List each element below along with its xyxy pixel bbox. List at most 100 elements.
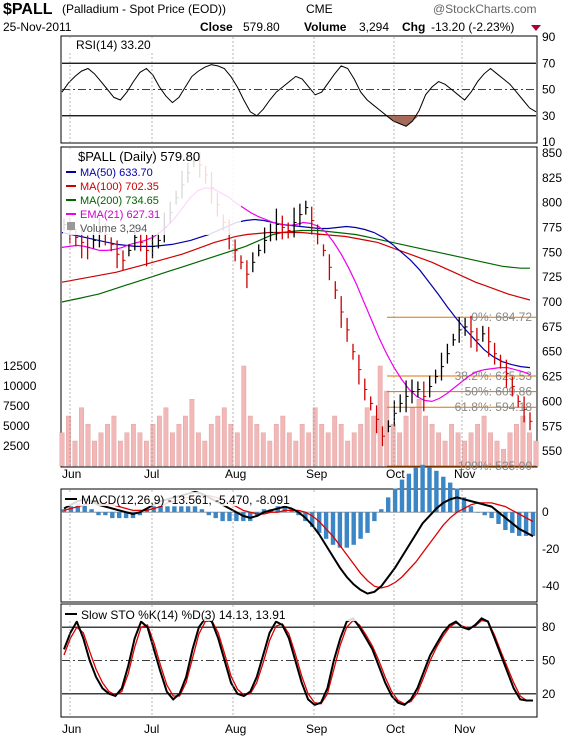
price-tick-label: 850 — [542, 146, 562, 160]
macd-hist-bar — [434, 470, 439, 513]
volume-bar — [332, 415, 338, 467]
month-label: Nov — [454, 722, 475, 736]
volume-bar — [403, 415, 409, 467]
sto-panel — [60, 603, 538, 718]
month-label: Jul — [144, 467, 159, 481]
volume-bar — [306, 432, 312, 467]
volume-bar — [189, 399, 195, 467]
macd-hist-bar — [523, 512, 529, 536]
legend-ema21: EMA(21) 627.31 — [80, 209, 160, 221]
price-tick-label: 550 — [542, 444, 562, 458]
rsi-tick-label: 50 — [542, 83, 556, 97]
close-value: 579.80 — [243, 20, 280, 34]
volume-bar — [442, 440, 448, 467]
macd-signal-line — [63, 494, 534, 589]
macd-hist-bar — [213, 512, 218, 519]
volume-bar — [143, 440, 149, 467]
month-label: Aug — [225, 722, 246, 736]
volume-bar — [247, 415, 253, 467]
macd-hist-bar — [296, 512, 301, 516]
rsi-title: RSI(14) 33.20 — [64, 38, 182, 52]
volume-bar — [319, 424, 325, 467]
volume-bar — [260, 432, 266, 467]
macd-hist-bar — [192, 506, 198, 513]
volume-bar — [241, 365, 247, 467]
macd-hist-bar — [117, 512, 122, 519]
month-label: Jul — [144, 722, 159, 736]
macd-hist-bar — [234, 512, 239, 522]
macd-tick-label: -20 — [542, 542, 560, 556]
price-panel — [60, 146, 538, 468]
price-tick-label: 700 — [542, 295, 562, 309]
month-label: Nov — [454, 467, 475, 481]
macd-hist-bar — [372, 512, 377, 522]
volume-bar — [72, 440, 78, 467]
volume-bar — [234, 432, 240, 467]
volume-bar — [390, 424, 396, 467]
volume-bar — [111, 415, 117, 467]
volume-bar — [280, 415, 286, 467]
macd-hist-bar — [179, 506, 184, 513]
macd-panel — [60, 488, 538, 603]
volume-bar — [195, 432, 201, 467]
macd-tick-label: -40 — [542, 579, 560, 593]
macd-hist-bar — [468, 506, 474, 513]
macd-hist-bar — [206, 512, 211, 516]
macd-hist-bar — [406, 473, 412, 513]
rsi-line — [61, 64, 537, 127]
volume-bar — [273, 424, 279, 467]
macd-hist-bar — [503, 512, 508, 530]
sto-tick-label: 20 — [542, 687, 556, 701]
chg-value: -13.20 (-2.23%) — [431, 20, 514, 34]
volume-bar — [364, 407, 370, 467]
month-label: Jun — [62, 722, 81, 736]
volume-bar — [436, 432, 441, 467]
macd-title-text: MACD(12,26,9) -13.561, -5.470, -8.091 — [81, 493, 290, 507]
ma100-line — [61, 231, 531, 301]
sto-tick-label: 50 — [542, 654, 556, 668]
rsi-tick-label: 10 — [542, 135, 556, 149]
volume-bar — [208, 424, 214, 467]
macd-hist-bar — [89, 509, 94, 513]
month-label: Jun — [62, 467, 81, 481]
macd-hist-bar — [454, 488, 460, 513]
macd-hist-bar — [365, 512, 370, 533]
volume-bar — [182, 415, 188, 467]
macd-hist-bar — [282, 506, 287, 513]
volume-bar — [429, 424, 435, 467]
exchange: CME — [306, 2, 333, 16]
legend-ma50: MA(50) 633.70 — [80, 167, 153, 179]
price-tick-label: 600 — [542, 394, 562, 408]
sto-k-line — [63, 617, 533, 707]
volume-value: 3,294 — [359, 20, 389, 34]
macd-hist-bar — [130, 512, 136, 519]
volume-tick-label: 7500 — [3, 399, 30, 413]
macd-hist-bar — [172, 506, 177, 513]
volume-bar — [150, 424, 156, 467]
macd-hist-bar — [441, 476, 446, 513]
macd-hist-bar — [165, 506, 170, 513]
macd-hist-bar — [461, 497, 467, 513]
legend-volume: Volume 3,294 — [80, 223, 147, 235]
month-label: Aug — [225, 467, 246, 481]
macd-hist-bar — [227, 512, 232, 522]
volume-bar — [293, 440, 299, 467]
rsi-panel — [60, 35, 538, 144]
volume-bar — [98, 432, 104, 467]
volume-bar — [371, 415, 377, 467]
sto-tick-label: 80 — [542, 620, 556, 634]
volume-bar — [79, 407, 84, 467]
ma50-line — [61, 218, 531, 369]
macd-hist-bar — [530, 512, 536, 536]
rsi-title-text: RSI(14) 33.20 — [76, 38, 151, 52]
volume-bar — [312, 407, 318, 467]
date: 25-Nov-2011 — [3, 20, 72, 34]
chart-symbol: $PALL — [3, 1, 53, 18]
macd-hist-bar — [96, 512, 101, 516]
macd-hist-bar — [489, 512, 494, 519]
fib-label: 61.8%: 594.18 — [455, 400, 533, 414]
volume-bar — [156, 415, 162, 467]
chart-name: (Palladium - Spot Price (EOD)) — [62, 2, 226, 16]
macd-hist-bar — [427, 467, 432, 513]
volume-bar — [92, 440, 97, 467]
